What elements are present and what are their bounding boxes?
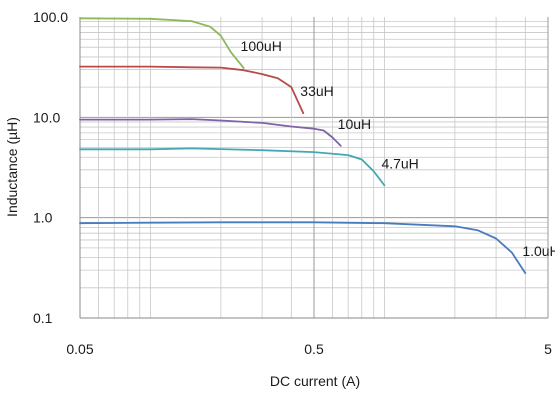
x-tick-label: 5 (544, 341, 552, 357)
series-line-4-7uh (79, 147, 386, 187)
series-labels: 100uH 33uH 10uH 4.7uH 1.0uH (241, 38, 555, 259)
grid (79, 17, 549, 319)
series-label-100uh: 100uH (241, 38, 282, 54)
y-tick-label: 10.0 (33, 109, 60, 125)
series-lines (79, 17, 527, 275)
y-tick-label: 100.0 (33, 9, 68, 25)
series-line-33uh (79, 65, 305, 115)
y-tick-label: 0.1 (33, 310, 53, 326)
tick-labels: 0.1 1.0 10.0 100.0 0.05 0.5 5 (33, 9, 552, 357)
series-line-1-0uh (79, 221, 527, 275)
series-line-10uh (79, 118, 342, 147)
series-label-33uh: 33uH (300, 83, 333, 99)
series-label-10uh: 10uH (338, 116, 371, 132)
series-label-4-7uh: 4.7uH (381, 155, 418, 171)
y-axis-title: Inductance (µH) (4, 117, 20, 217)
x-tick-label: 0.5 (304, 341, 324, 357)
y-tick-label: 1.0 (33, 210, 53, 226)
series-label-1-0uh: 1.0uH (522, 243, 555, 259)
series-line-100uh (79, 17, 245, 69)
x-axis-title: DC current (A) (270, 373, 360, 389)
x-tick-label: 0.05 (66, 341, 93, 357)
